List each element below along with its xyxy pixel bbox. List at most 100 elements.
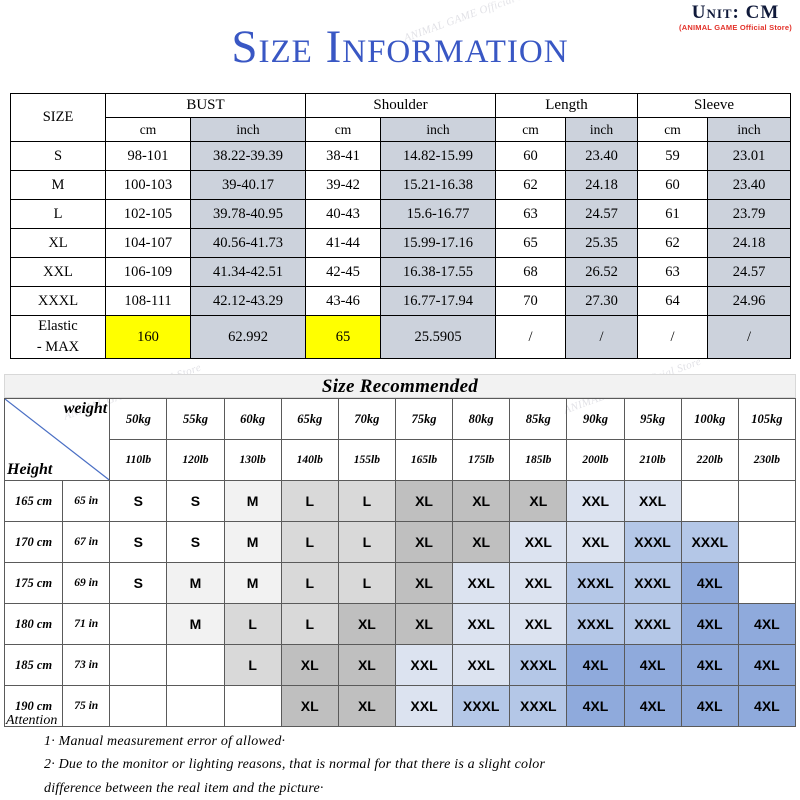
elastic-cell-highlight: 160	[105, 314, 191, 360]
elastic-cell: 62.992	[190, 314, 306, 360]
elastic-label-line2: - MAX	[36, 339, 80, 356]
measure-cell: 100-103	[105, 170, 191, 200]
height-label-in: 67 in	[62, 521, 111, 563]
recommended-size-cell: XXL	[452, 603, 511, 645]
measure-cell: 42.12-43.29	[190, 286, 306, 316]
measure-cell: 24.18	[707, 228, 792, 258]
recommended-size-cell: XXXL	[509, 685, 568, 727]
weight-header-kg: 50kg	[109, 398, 168, 440]
table-row: XXL 106-109 41.34-42.51 42-45 16.38-17.5…	[10, 257, 792, 287]
recommended-size-cell: M	[166, 603, 225, 645]
measure-cell: 102-105	[105, 199, 191, 229]
weight-header-kg: 55kg	[166, 398, 225, 440]
store-name-label: (ANIMAL GAME Official Store)	[679, 23, 792, 32]
measure-cell: 70	[495, 286, 567, 316]
measure-cell: 60	[637, 170, 709, 200]
measure-cell: 14.82-15.99	[379, 141, 497, 171]
rec-table-row: 180 cm 71 in M L L XL XL XXL XXL XXXL XXXL 4XL 4XL	[3, 603, 797, 645]
elastic-label-line1: Elastic	[38, 318, 78, 334]
measure-cell: 68	[495, 257, 567, 287]
unit-block: Unit: CM (ANIMAL GAME Official Store)	[679, 2, 792, 32]
recommended-size-cell-empty	[109, 603, 168, 645]
measure-cell: 16.77-17.94	[379, 286, 497, 316]
table-row: S 98-101 38.22-39.39 38-41 14.82-15.99 6…	[10, 141, 792, 171]
unit-header: inch	[379, 117, 497, 142]
recommended-size-cell: M	[166, 562, 225, 604]
recommended-size-cell-empty	[737, 562, 797, 604]
weight-header-kg: 75kg	[394, 398, 454, 440]
row-size-label: M	[10, 170, 106, 200]
measure-cell: 24.57	[565, 199, 639, 229]
recommended-size-cell: XXXL	[680, 521, 739, 563]
weight-header-lb: 120lb	[166, 439, 225, 481]
elastic-cell: 25.5905	[379, 314, 497, 360]
recommended-size-cell-empty	[680, 480, 739, 522]
axis-label-weight: weight	[63, 400, 108, 417]
group-header-length: Length	[495, 93, 639, 118]
weight-header-kg: 60kg	[223, 398, 282, 440]
measure-cell: 39-40.17	[190, 170, 306, 200]
weight-header-kg: 95kg	[623, 398, 682, 440]
recommended-size-cell: L	[337, 562, 396, 604]
table-row: M 100-103 39-40.17 39-42 15.21-16.38 62 …	[10, 170, 792, 200]
recommended-size-cell: XL	[452, 480, 511, 522]
recommended-size-cell: S	[109, 521, 168, 563]
recommended-size-cell: S	[109, 562, 168, 604]
recommended-size-cell: XL	[280, 644, 339, 686]
weight-header-kg: 80kg	[452, 398, 511, 440]
rec-table-row: 185 cm 73 in L XL XL XXL XXL XXXL 4XL 4XL 4XL 4XL	[3, 644, 797, 686]
row-size-label: S	[10, 141, 106, 171]
weight-header-kg: 85kg	[509, 398, 568, 440]
measure-cell: 41.34-42.51	[190, 257, 306, 287]
recommended-size-cell-empty	[166, 685, 225, 727]
attention-note-2-cont: difference between the real item and the…	[44, 781, 324, 797]
group-header-shoulder: Shoulder	[304, 93, 497, 118]
attention-heading: Attention	[6, 713, 58, 728]
recommended-size-cell: L	[337, 521, 396, 563]
measure-cell: 39-42	[305, 170, 381, 200]
measure-cell: 104-107	[105, 228, 191, 258]
elastic-cell: /	[565, 314, 639, 360]
recommended-size-cell: 4XL	[680, 562, 739, 604]
weight-header-kg: 65kg	[280, 398, 339, 440]
measure-cell: 98-101	[105, 141, 191, 171]
recommended-size-cell: M	[223, 480, 282, 522]
height-label-cm: 185 cm	[3, 644, 64, 686]
measure-cell: 59	[637, 141, 709, 171]
recommended-size-cell: L	[280, 480, 339, 522]
recommended-size-cell: XL	[337, 685, 396, 727]
recommended-size-cell: XL	[509, 480, 568, 522]
measure-cell: 15.21-16.38	[379, 170, 497, 200]
recommended-size-cell: XL	[394, 480, 454, 522]
recommended-size-cell: L	[337, 480, 396, 522]
size-header-cell: SIZE	[10, 93, 106, 142]
weight-header-lb: 200lb	[566, 439, 625, 481]
weight-header-lb: 165lb	[394, 439, 454, 481]
measure-cell: 108-111	[105, 286, 191, 316]
page-title: Size Information	[231, 21, 569, 73]
recommended-size-cell: XXL	[452, 644, 511, 686]
unit-header: cm	[305, 117, 381, 142]
recommended-size-cell: 4XL	[566, 644, 625, 686]
measure-cell: 63	[495, 199, 567, 229]
recommended-size-cell: XXL	[509, 603, 568, 645]
rec-table-row: 175 cm 69 in S M M L L XL XXL XXL XXXL XXXL 4XL	[3, 562, 797, 604]
recommended-size-cell: XL	[394, 562, 454, 604]
height-label-cm: 190 cm	[3, 685, 64, 727]
elastic-cell: /	[707, 314, 792, 360]
height-label-in: 73 in	[62, 644, 111, 686]
table-row: L 102-105 39.78-40.95 40-43 15.6-16.77 6…	[10, 199, 792, 229]
axis-label-height: Height	[7, 461, 53, 478]
rec-table-row: 170 cm 67 in S S M L L XL XL XXL XXL XXXL XXXL	[3, 521, 797, 563]
measure-cell: 24.96	[707, 286, 792, 316]
rec-header-row-lb: 110lb 120lb 130lb 140lb 155lb 165lb 175lb 185lb…	[5, 439, 797, 481]
recommended-size-cell: XL	[394, 603, 454, 645]
recommended-size-cell: XXXL	[623, 562, 682, 604]
elastic-cell-highlight: 65	[305, 314, 381, 360]
size-measurements-table: SIZE BUST Shoulder Length Sleeve cm inch…	[10, 93, 792, 360]
recommended-size-cell: 4XL	[623, 685, 682, 727]
weight-header-lb: 230lb	[737, 439, 797, 481]
recommended-size-cell: L	[223, 603, 282, 645]
unit-header: inch	[565, 117, 639, 142]
measure-cell: 23.79	[707, 199, 792, 229]
